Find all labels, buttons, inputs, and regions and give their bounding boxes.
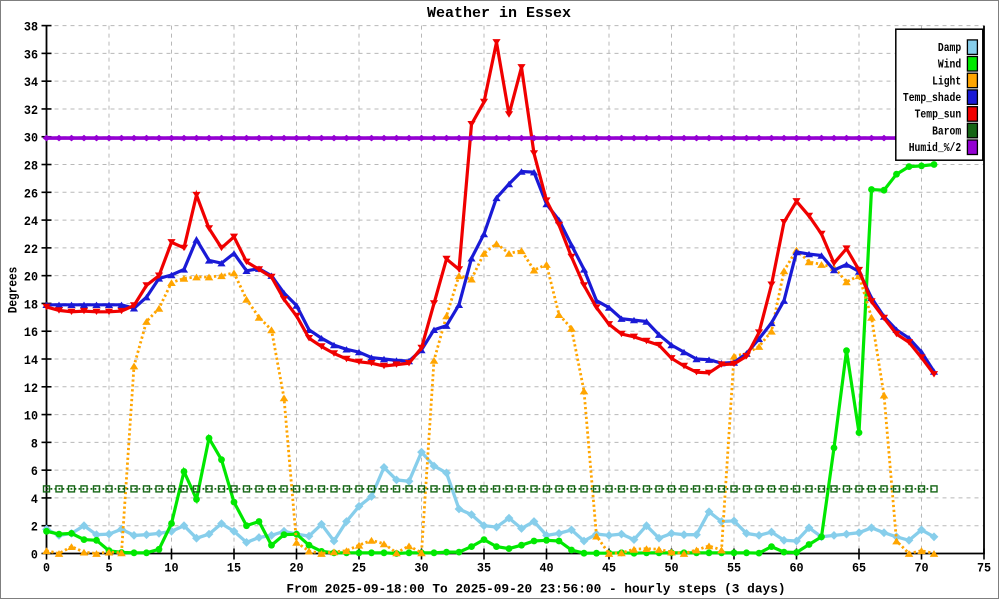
svg-text:45: 45 — [602, 561, 616, 576]
svg-text:55: 55 — [727, 561, 741, 576]
svg-text:16: 16 — [24, 325, 38, 340]
svg-text:30: 30 — [24, 131, 38, 146]
svg-text:5: 5 — [106, 561, 113, 576]
svg-text:10: 10 — [24, 409, 38, 424]
svg-text:2: 2 — [31, 520, 38, 535]
svg-text:38: 38 — [24, 20, 38, 35]
svg-text:20: 20 — [24, 270, 38, 285]
svg-text:28: 28 — [24, 159, 38, 174]
svg-text:70: 70 — [915, 561, 929, 576]
svg-text:22: 22 — [24, 242, 38, 257]
svg-text:4: 4 — [31, 492, 38, 507]
svg-text:8: 8 — [31, 436, 38, 451]
svg-text:18: 18 — [24, 297, 38, 312]
svg-text:6: 6 — [31, 464, 38, 479]
svg-text:Damp: Damp — [938, 41, 961, 55]
svg-text:65: 65 — [852, 561, 866, 576]
svg-text:Degrees: Degrees — [6, 267, 21, 314]
svg-text:0: 0 — [43, 561, 50, 576]
svg-text:10: 10 — [164, 561, 178, 576]
svg-text:12: 12 — [24, 381, 38, 396]
svg-text:Temp_sun: Temp_sun — [915, 108, 962, 122]
svg-text:15: 15 — [227, 561, 241, 576]
svg-text:26: 26 — [24, 186, 38, 201]
svg-text:Humid_%/2: Humid_%/2 — [909, 141, 962, 155]
svg-text:From 2025-09-18:00 To 2025-09-: From 2025-09-18:00 To 2025-09-20 23:56:0… — [286, 582, 785, 597]
svg-text:40: 40 — [540, 561, 554, 576]
svg-text:25: 25 — [352, 561, 366, 576]
svg-text:Weather in Essex: Weather in Essex — [427, 5, 571, 22]
svg-text:20: 20 — [289, 561, 303, 576]
svg-text:14: 14 — [24, 353, 38, 368]
svg-text:Wind: Wind — [938, 58, 961, 72]
svg-text:0: 0 — [31, 548, 38, 563]
svg-text:Light: Light — [932, 74, 961, 88]
svg-text:36: 36 — [24, 47, 38, 62]
svg-text:24: 24 — [24, 214, 38, 229]
svg-text:Barom: Barom — [932, 124, 961, 138]
svg-text:32: 32 — [24, 103, 38, 118]
svg-text:75: 75 — [977, 561, 991, 576]
svg-text:34: 34 — [24, 75, 38, 90]
svg-text:Temp_shade: Temp_shade — [903, 91, 961, 105]
svg-text:50: 50 — [665, 561, 679, 576]
svg-text:35: 35 — [477, 561, 491, 576]
svg-text:60: 60 — [790, 561, 804, 576]
svg-text:30: 30 — [414, 561, 428, 576]
